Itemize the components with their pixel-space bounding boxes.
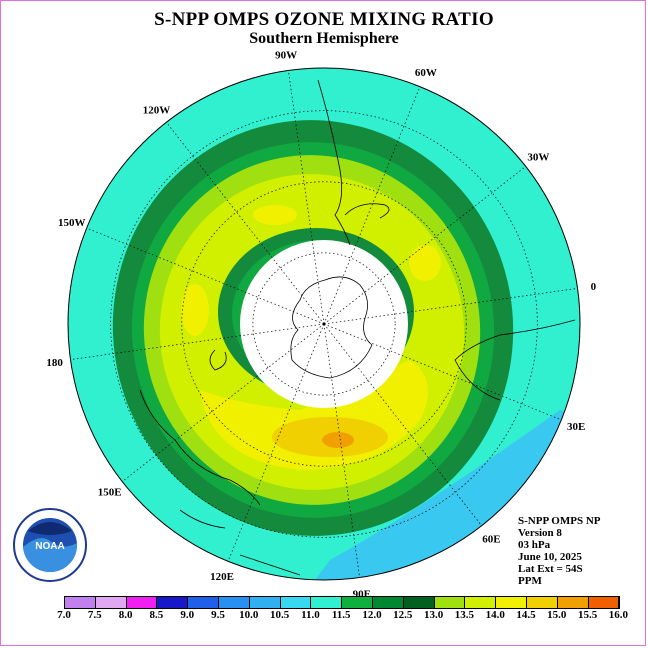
colorbar-tick-label: 10.0 [239,609,259,621]
info-panel: S-NPP OMPS NP Version 8 03 hPa June 10, … [518,515,601,587]
longitude-label: 30W [527,152,549,164]
info-date: June 10, 2025 [518,551,582,563]
noaa-logo: NOAA [13,508,87,582]
coastline-segment [290,276,373,379]
meridian-line [323,86,421,325]
meridian-line [166,122,325,325]
longitude-label: 120E [210,571,234,583]
colorbar-swatch [372,597,404,608]
colorbar [64,596,621,609]
graticule [70,70,578,578]
coastlines [139,79,576,576]
south-pole-marker [322,322,326,326]
ozone-field [68,68,580,580]
field-core-west [181,284,209,336]
longitude-label: 30E [567,421,585,433]
meridian-line [86,227,325,325]
meridian-line [122,323,325,482]
colorbar-swatch [95,597,127,608]
coastline-segment [179,509,226,529]
colorbar-swatch [65,597,96,608]
colorbar-swatch [434,597,466,608]
colorbar-swatch [157,597,189,608]
latitude-circle [252,252,396,396]
colorbar-tick-label: 13.5 [454,609,475,621]
page-title: S-NPP OMPS OZONE MIXING RATIO [154,9,494,30]
colorbar-tick-label: 11.0 [301,609,320,621]
field-core-north [253,205,297,225]
info-units: PPM [518,575,542,587]
colorbar-swatch [526,597,558,608]
map-boundary [67,67,581,581]
noaa-logo-text: NOAA [35,541,64,552]
colorbar-tick-label: 9.0 [180,609,195,621]
colorbar-swatch [588,597,620,608]
colorbar-tick-label: 8.0 [118,609,133,621]
colorbar-swatch [126,597,158,608]
colorbar-tick-label: 8.5 [149,609,164,621]
colorbar-swatch [218,597,250,608]
colorbar-tick-label: 7.5 [87,609,102,621]
colorbar-tick-label: 12.0 [362,609,382,621]
colorbar-swatch [188,597,219,608]
meridian-line [323,166,526,325]
colorbar-swatch [557,597,589,608]
colorbar-swatch [403,597,435,608]
longitude-label: 0 [591,281,597,293]
coastline-segment [239,554,301,576]
colorbar-swatch [280,597,312,608]
meridian-line [323,323,360,578]
colorbar-tick-label: 15.0 [547,609,567,621]
longitude-label: 150W [58,217,86,229]
longitude-label: 90W [275,50,297,62]
longitude-label: 60E [482,533,500,545]
longitude-label: 120W [143,105,171,117]
colorbar-swatch [465,597,497,608]
colorbar-tick-label: 14.0 [485,609,505,621]
colorbar-swatch [249,597,281,608]
info-level: 03 hPa [518,539,551,551]
coastline-segment [317,79,351,246]
meridian-line [227,323,325,562]
meridian-line [323,323,482,526]
meridian-line [323,288,578,325]
latitude-circle [110,110,538,538]
colorbar-tick-label: 15.5 [577,609,598,621]
coastline-segment [344,203,390,219]
page-subtitle: Southern Hemisphere [249,30,399,47]
info-lat-extent: Lat Ext = 54S [518,563,583,575]
longitude-label: 60W [415,67,437,79]
colorbar-swatch [311,597,343,608]
field-peak [322,432,354,448]
colorbar-tick-label: 11.5 [331,609,351,621]
meridian-line [70,323,325,360]
colorbar-tick-label: 9.5 [211,609,225,621]
colorbar-tick-label: 12.5 [393,609,413,621]
meridian-line [323,323,562,421]
coastline-segment [139,389,261,506]
info-version: Version 8 [518,527,562,539]
longitude-label: 150E [98,486,122,498]
colorbar-swatch [342,597,373,608]
coastline-segment [209,349,227,371]
latitude-circle [181,181,467,467]
field-core-east [409,245,441,281]
colorbar-tick-label: 7.0 [57,609,71,621]
colorbar-swatch [496,597,527,608]
meridian-line [288,70,325,325]
colorbar-tick-label: 13.0 [423,609,444,621]
longitude-label: 180 [46,357,63,369]
colorbar-ticks: 7.0 7.5 8.0 8.5 9.0 9.5 10.0 10.5 11.0 11.5 12.0 12… [48,609,628,623]
info-instrument: S-NPP OMPS NP [518,515,601,527]
colorbar-tick-label: 14.5 [516,609,536,621]
colorbar-tick-label: 16.0 [608,609,629,621]
colorbar-tick-label: 10.5 [269,609,290,621]
